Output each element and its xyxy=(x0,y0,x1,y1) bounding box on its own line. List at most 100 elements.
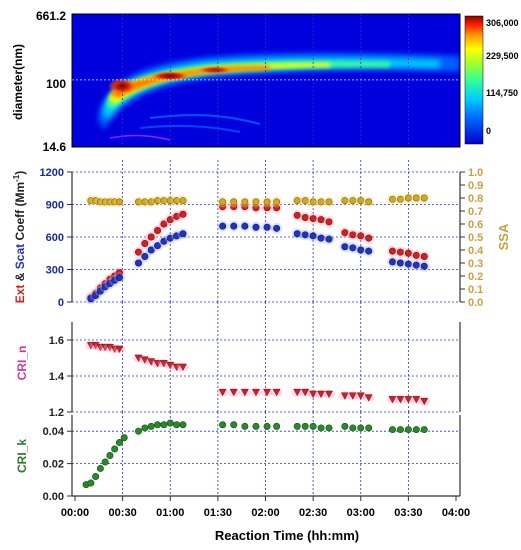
y-tick-label: 0.00 xyxy=(43,491,64,503)
scat-point xyxy=(325,235,333,243)
crin-point xyxy=(263,388,272,397)
scat-point xyxy=(115,274,123,282)
ext-point xyxy=(396,248,404,256)
x-tick-label: 02:00 xyxy=(251,507,279,519)
crin-point xyxy=(110,345,119,354)
ssa-y-label: SSA xyxy=(496,223,511,250)
ext-point xyxy=(388,247,396,255)
scat-point xyxy=(341,243,349,251)
scat-point xyxy=(241,222,249,230)
ssa-point xyxy=(309,198,317,206)
heatmap-frame xyxy=(71,13,461,148)
scat-point xyxy=(179,230,187,238)
x-tick-label: 03:30 xyxy=(394,507,422,519)
ext-point xyxy=(412,251,420,259)
crin-point xyxy=(229,388,238,397)
scat-point xyxy=(141,253,149,261)
y-tick-label: 1200 xyxy=(40,167,64,179)
ssa-point xyxy=(396,195,404,203)
ssa-point xyxy=(230,198,238,206)
y-tick-label: 0 xyxy=(58,297,64,309)
y-tick-label: 300 xyxy=(46,265,64,277)
crin-point xyxy=(218,388,227,397)
crik-point xyxy=(309,422,317,430)
series-ext xyxy=(85,201,430,304)
colorbar: 306,000 229,500 114,750 0 xyxy=(464,15,519,145)
ext-point xyxy=(365,234,373,242)
scat-point xyxy=(420,262,428,270)
series-ssa xyxy=(85,192,430,208)
y2-tick-label: 0.1 xyxy=(468,284,483,296)
crik-point xyxy=(241,422,249,430)
ssa-point xyxy=(179,197,187,205)
y2-tick-label: 0.0 xyxy=(468,297,483,309)
crik-point xyxy=(96,464,104,472)
ssa-point xyxy=(325,198,333,206)
y2-tick-label: 0.6 xyxy=(468,219,483,231)
y2-tick-label: 0.9 xyxy=(468,180,483,192)
crin-ticks: 1.2 1.4 1.6 xyxy=(49,335,72,419)
crin-point xyxy=(86,342,95,350)
x-axis-label: Reaction Time (hh:mm) xyxy=(215,528,359,543)
scat-point xyxy=(388,258,396,266)
ssa-point xyxy=(317,198,325,206)
heatmap-y-tick-bottom: 14.6 xyxy=(43,140,67,154)
scat-point xyxy=(147,246,155,254)
scat-point xyxy=(349,244,357,252)
ext-point xyxy=(293,211,301,219)
colorbar-gradient xyxy=(464,15,484,145)
scat-point xyxy=(96,287,104,295)
scat-point xyxy=(87,295,95,303)
crik-point xyxy=(111,445,119,453)
crik-point xyxy=(365,424,373,432)
scat-point xyxy=(154,242,162,250)
ext-point xyxy=(341,229,349,237)
ext-point xyxy=(349,231,357,239)
scat-point xyxy=(404,260,412,268)
series-crin xyxy=(84,340,431,406)
crin-point xyxy=(404,396,413,404)
coeff-y-label: Ext & Scat Coeff (Mm-1) xyxy=(12,171,27,304)
ssa-point xyxy=(357,197,365,205)
crik-point xyxy=(388,426,396,434)
ampersand-label: & xyxy=(13,269,27,284)
x-tick-label: 03:00 xyxy=(347,507,375,519)
crik-point xyxy=(293,422,301,430)
scat-point xyxy=(412,261,420,269)
scat-point xyxy=(309,232,317,240)
crin-point xyxy=(412,396,421,404)
ssa-point xyxy=(341,197,349,205)
scat-point xyxy=(160,237,168,245)
crik-point xyxy=(357,424,365,432)
heatmap-grid xyxy=(72,14,460,147)
x-tick-label: 04:00 xyxy=(442,507,470,519)
scat-point xyxy=(365,247,373,255)
crin-point xyxy=(420,397,429,406)
crik-y-label: CRI_k xyxy=(15,439,29,473)
crin-point xyxy=(252,388,260,397)
crik-point xyxy=(160,421,168,429)
crin-point xyxy=(388,396,397,404)
scat-point xyxy=(252,223,260,231)
heatmap-y-tick-mid: 100 xyxy=(46,77,66,91)
crin-point xyxy=(293,388,302,397)
crik-point xyxy=(263,422,271,430)
crin-point xyxy=(140,356,149,364)
crin-point xyxy=(240,388,249,397)
crik-point xyxy=(92,473,100,481)
crin-point xyxy=(134,354,143,363)
ssa-point xyxy=(301,197,309,205)
x-ticks: 00:00 00:30 01:00 01:30 02:00 02:30 03:00 03:30… xyxy=(61,496,470,519)
scat-point xyxy=(219,222,227,230)
ssa-point xyxy=(219,198,227,206)
crin-point xyxy=(309,390,318,399)
crin-y-label: CRI_n xyxy=(15,346,29,381)
scat-point xyxy=(92,291,100,299)
ssa-point xyxy=(349,197,357,205)
crin-point xyxy=(340,392,349,400)
crik-point xyxy=(317,424,325,432)
crik-point xyxy=(147,422,155,430)
y2-tick-label: 0.8 xyxy=(468,193,483,205)
crin-point xyxy=(166,361,175,370)
